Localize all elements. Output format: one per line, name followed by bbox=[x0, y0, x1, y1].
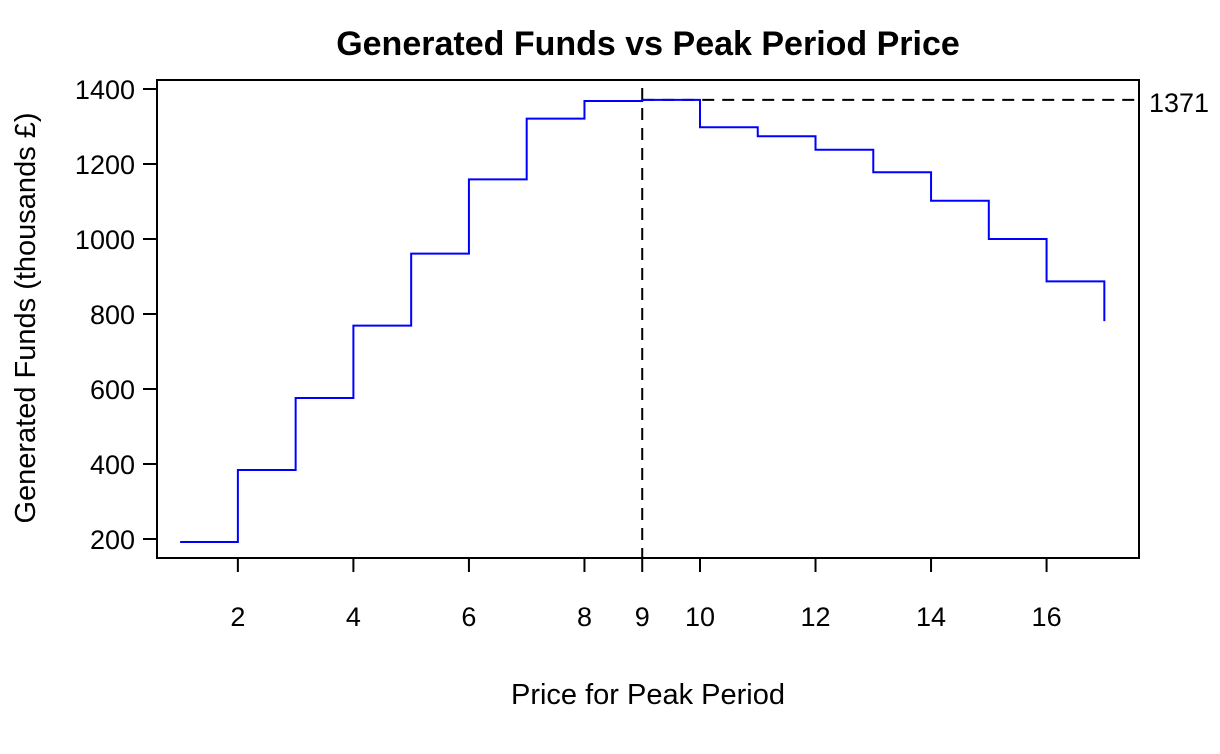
x-axis: 2 4 6 8 9 10 12 14 16 bbox=[230, 558, 1062, 632]
y-axis-label: Generated Funds (thousands £) bbox=[10, 112, 42, 523]
y-tick-label: 600 bbox=[90, 375, 135, 405]
series-line bbox=[180, 98, 1106, 543]
x-tick-label: 6 bbox=[461, 602, 476, 632]
x-tick-label: 10 bbox=[685, 602, 715, 632]
y-axis: 200 400 600 800 1000 1200 1400 bbox=[75, 75, 157, 555]
x-tick-label: 9 bbox=[635, 602, 650, 632]
x-tick-label: 4 bbox=[346, 602, 361, 632]
x-tick-label: 12 bbox=[800, 602, 830, 632]
y-tick-label: 200 bbox=[90, 525, 135, 555]
y-tick-label: 400 bbox=[90, 450, 135, 480]
max-funds-label: 1371 bbox=[1149, 88, 1209, 118]
y-tick-label: 1000 bbox=[75, 225, 135, 255]
x-axis-label: Price for Peak Period bbox=[511, 679, 785, 711]
y-tick-label: 1400 bbox=[75, 75, 135, 105]
x-tick-label: 2 bbox=[230, 602, 245, 632]
x-tick-label: 14 bbox=[916, 602, 946, 632]
y-tick-label: 1200 bbox=[75, 150, 135, 180]
plot-frame bbox=[156, 79, 1140, 559]
y-tick-label: 800 bbox=[90, 300, 135, 330]
x-tick-label: 16 bbox=[1032, 602, 1062, 632]
x-tick-label: 8 bbox=[577, 602, 592, 632]
chart-title: Generated Funds vs Peak Period Price bbox=[336, 25, 960, 63]
